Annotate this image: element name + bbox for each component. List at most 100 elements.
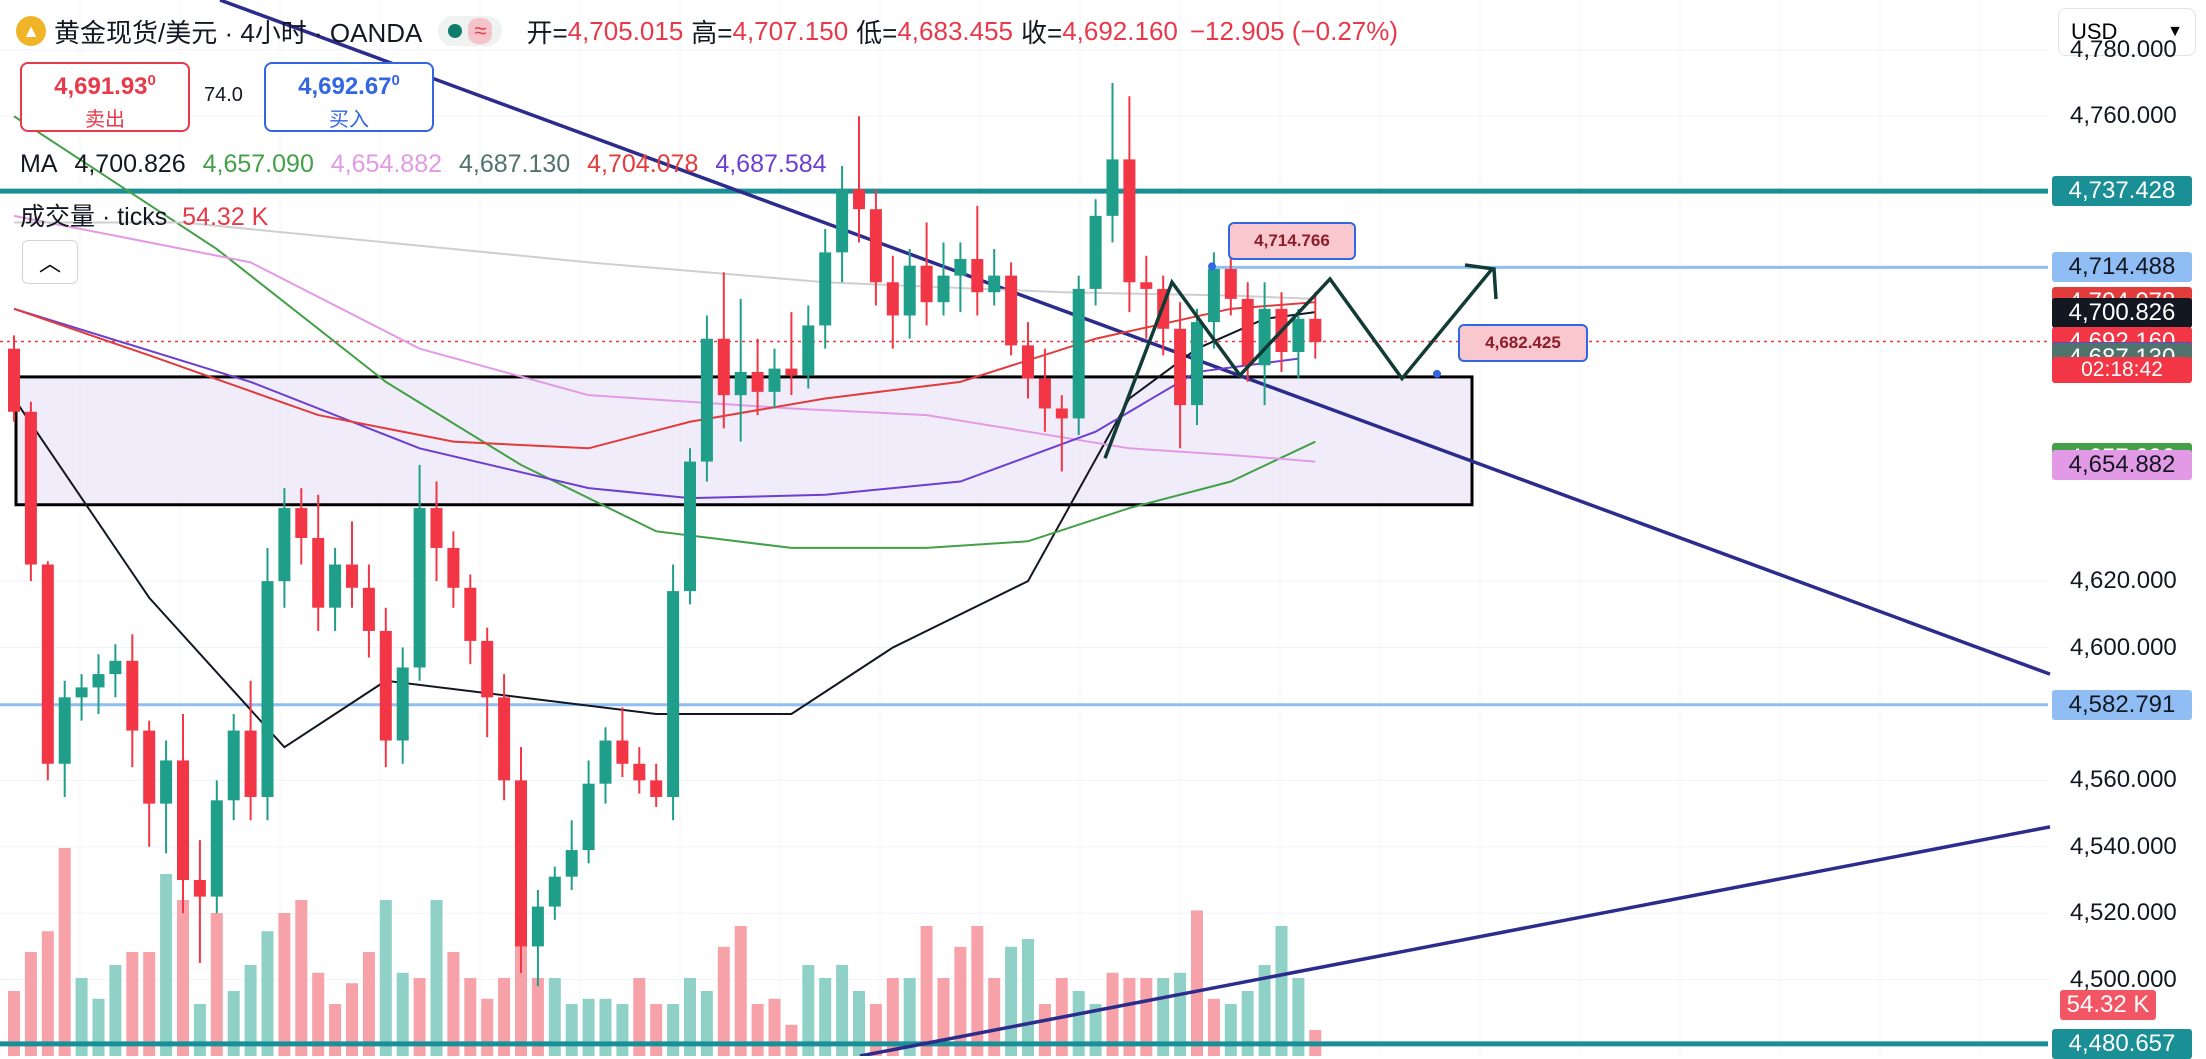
collapse-legend-button[interactable]: ︿ [22, 240, 78, 284]
ma-value-3: 4,654.882 [330, 150, 443, 178]
candle-body [1123, 159, 1136, 283]
candle-body [734, 371, 747, 396]
candle-body [515, 780, 527, 947]
sell-button[interactable]: 4,691.930 卖出 [20, 62, 190, 132]
candle-body [498, 697, 511, 781]
candle-body [346, 564, 358, 588]
candle-body [633, 763, 646, 781]
volume-bar [8, 991, 20, 1056]
open-value: 4,705.015 [567, 15, 684, 46]
candle-body [295, 508, 308, 538]
candle-body [971, 259, 984, 293]
projection-arrowhead [1464, 263, 1498, 300]
candle-body [58, 697, 71, 764]
volume-bar [650, 1004, 663, 1056]
axis-tick-label: 4,760.000 [2070, 102, 2177, 130]
candle-body [1241, 298, 1254, 366]
volume-bar [498, 978, 511, 1056]
volume-bar [531, 978, 544, 1056]
volume-bar [41, 931, 54, 1056]
candle-body [1258, 308, 1271, 366]
candle-body [1072, 288, 1085, 419]
volume-bar [937, 978, 950, 1056]
open-label: 开= [526, 17, 568, 48]
candle-body [1022, 345, 1034, 379]
buy-button[interactable]: 4,692.670 买入 [264, 62, 434, 132]
axis-tick-label: 4,600.000 [2070, 633, 2177, 661]
low-label: 低= [856, 17, 898, 48]
candle-body [717, 338, 730, 396]
buy-price: 4,692.67 [298, 73, 392, 100]
candle-body [1224, 268, 1237, 299]
support-zone[interactable] [14, 375, 1474, 507]
candle-body [278, 508, 291, 582]
volume-bar [210, 913, 223, 1056]
candle-body [177, 760, 189, 880]
volume-bar [413, 978, 426, 1056]
volume-bar [1106, 972, 1119, 1056]
candle-body [210, 800, 223, 897]
axis-tick-label: 4,540.000 [2070, 832, 2177, 860]
candle-body [362, 587, 375, 631]
horizontal-lines[interactable] [0, 188, 2048, 1047]
price-tag: 4,582.791 [2052, 689, 2192, 720]
volume-bar [599, 998, 612, 1056]
volume-bar [24, 952, 37, 1056]
volume-bar [447, 952, 460, 1056]
candle-body [261, 581, 274, 797]
volume-legend[interactable]: 成交量 · ticks 54.32 K [20, 197, 268, 233]
candle-body [464, 587, 477, 641]
ma-line [13, 301, 1316, 450]
candle-body [785, 368, 798, 376]
volume-bar [1123, 978, 1136, 1056]
descending-trend-line [219, 0, 2051, 676]
sell-price: 4,691.93 [54, 73, 148, 100]
volume-bars [8, 848, 1322, 1056]
candle-body [329, 564, 342, 608]
candle-body [244, 730, 257, 797]
volume-bar [886, 978, 899, 1056]
callout-anchor [1208, 262, 1216, 271]
price-callout[interactable]: 4,714.766 [1228, 222, 1356, 260]
candle-body [599, 740, 612, 784]
volume-bar [160, 874, 173, 1056]
ma-label: MA [20, 150, 58, 178]
candle-body [143, 730, 156, 804]
volume-bar [1140, 978, 1153, 1056]
ma-legend[interactable]: MA 4,700.826 4,657.090 4,654.882 4,687.1… [20, 150, 837, 179]
candle-body [193, 880, 206, 897]
ma-value-4: 4,687.130 [458, 150, 571, 178]
candle-body [75, 687, 88, 698]
symbol-title[interactable]: 黄金现货/美元 · 4小时 · OANDA [54, 17, 423, 48]
change-value: −12.905 (−0.27%) [1189, 15, 1399, 46]
price-callout[interactable]: 4,682.425 [1458, 324, 1588, 362]
projection-path[interactable] [1103, 262, 1498, 459]
chevron-down-icon: ▼ [2167, 23, 2183, 40]
candle-body [565, 850, 578, 877]
candle-body [1292, 318, 1305, 352]
ascending-trend-line [859, 825, 2051, 1056]
volume-bar [58, 848, 71, 1056]
callout-anchor [1433, 369, 1441, 378]
volume-label: 成交量 · ticks [20, 203, 168, 231]
ma-value-6: 4,687.584 [715, 150, 827, 178]
candle-body [903, 265, 916, 316]
volume-value: 54.32 K [182, 203, 269, 231]
volume-bar [954, 946, 967, 1056]
volume-bar [362, 952, 375, 1056]
market-status[interactable]: ≈ [438, 16, 503, 46]
volume-bar [1224, 1004, 1237, 1056]
candle-body [41, 564, 54, 764]
volume-bar [768, 998, 781, 1056]
volume-bar [734, 926, 747, 1056]
gold-coin-icon: ▲ [16, 16, 46, 46]
candle-body [1207, 268, 1220, 323]
trend-lines[interactable] [219, 0, 2051, 1056]
currency-value: USD [2071, 19, 2118, 44]
currency-select[interactable]: USD ▼ [2058, 8, 2196, 56]
ma-line [13, 115, 1316, 549]
volume-bar [430, 900, 443, 1056]
candle-body [379, 630, 392, 741]
candle-body [1106, 159, 1119, 216]
